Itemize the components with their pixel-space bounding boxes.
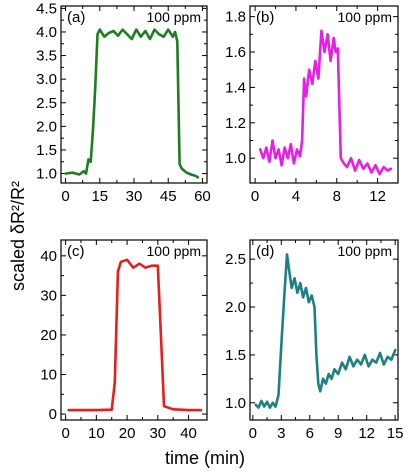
y-tick-label: 3.0 [36,71,57,88]
y-tick-label: 4.0 [36,24,57,41]
concentration-annotation: 100 ppm [338,9,392,25]
concentration-annotation: 100 ppm [147,9,201,25]
panel-d: 0 3 6 9 12 15 1.0 1.5 2.0 2.5 (d) 100 ppm [225,239,404,442]
plot-frame [60,239,208,421]
y-tick-label: 3.5 [36,48,57,65]
x-tick-label: 60 [194,188,211,205]
x-tick-label: 10 [88,425,105,442]
x-tick-label: 0 [61,188,69,205]
panel-label: (a) [67,9,85,26]
data-series-line [64,28,200,179]
concentration-annotation: 100 ppm [147,243,201,259]
y-tick-label: 1.8 [225,9,246,26]
y-tick-label: 2.5 [225,251,246,268]
y-tick-label: 1.0 [36,166,57,183]
x-tick-label: 12 [369,188,386,205]
plot-frame [249,239,399,421]
y-tick-label: 2.0 [36,118,57,135]
x-tick-label: 45 [160,188,177,205]
x-tick-label: 6 [306,425,314,442]
x-tick-label: 30 [149,425,166,442]
data-series-line [254,253,397,409]
y-tick-label: 1.6 [225,44,246,61]
panel-label: (d) [256,243,274,260]
x-tick-label: 15 [387,425,404,442]
y-tick-label: 20 [40,327,57,344]
y-tick-label: 1.5 [36,142,57,159]
y-axis-title: scaled δR²/R² [8,181,28,291]
y-tick-label: 2.0 [225,299,246,316]
y-tick-label: 10 [40,367,57,384]
x-tick-label: 0 [61,425,69,442]
concentration-annotation: 100 ppm [338,243,392,259]
y-tick-label: 30 [40,287,57,304]
y-tick-label: 1.2 [225,115,246,132]
x-tick-label: 40 [180,425,197,442]
x-tick-label: 20 [119,425,136,442]
x-tick-label: 4 [292,188,300,205]
x-tick-label: 30 [126,188,143,205]
x-tick-label: 12 [358,425,375,442]
y-tick-label: 1.0 [225,395,246,412]
x-tick-label: 15 [91,188,108,205]
panel-b: 0 4 8 12 1.0 1.2 1.4 1.6 1.8 (b) 100 ppm [225,5,399,205]
x-tick-label: 9 [334,425,342,442]
x-tick-label: 0 [251,188,259,205]
x-tick-label: 3 [277,425,285,442]
panel-a: 0 15 30 45 60 1.0 1.5 2.0 2.5 3.0 3.5 4.0 4.5 (a) 100 … [36,0,211,205]
panel-c: 0 10 20 30 40 0 10 20 30 40 (c) 100 ppm [40,239,208,442]
y-tick-label: 0 [49,406,57,423]
x-axis-title: time (min) [165,448,245,468]
data-series-line [67,258,203,412]
x-tick-label: 8 [333,188,341,205]
y-tick-label: 40 [40,248,57,265]
x-tick-label: 0 [249,425,257,442]
y-tick-label: 1.0 [225,150,246,167]
data-series-line [258,29,393,176]
panel-label: (c) [67,243,85,260]
y-tick-label: 1.4 [225,79,246,96]
y-tick-label: 1.5 [225,347,246,364]
panel-label: (b) [256,9,274,26]
y-tick-label: 2.5 [36,95,57,112]
y-tick-label: 4.5 [36,0,57,17]
plot-frame [249,5,399,184]
